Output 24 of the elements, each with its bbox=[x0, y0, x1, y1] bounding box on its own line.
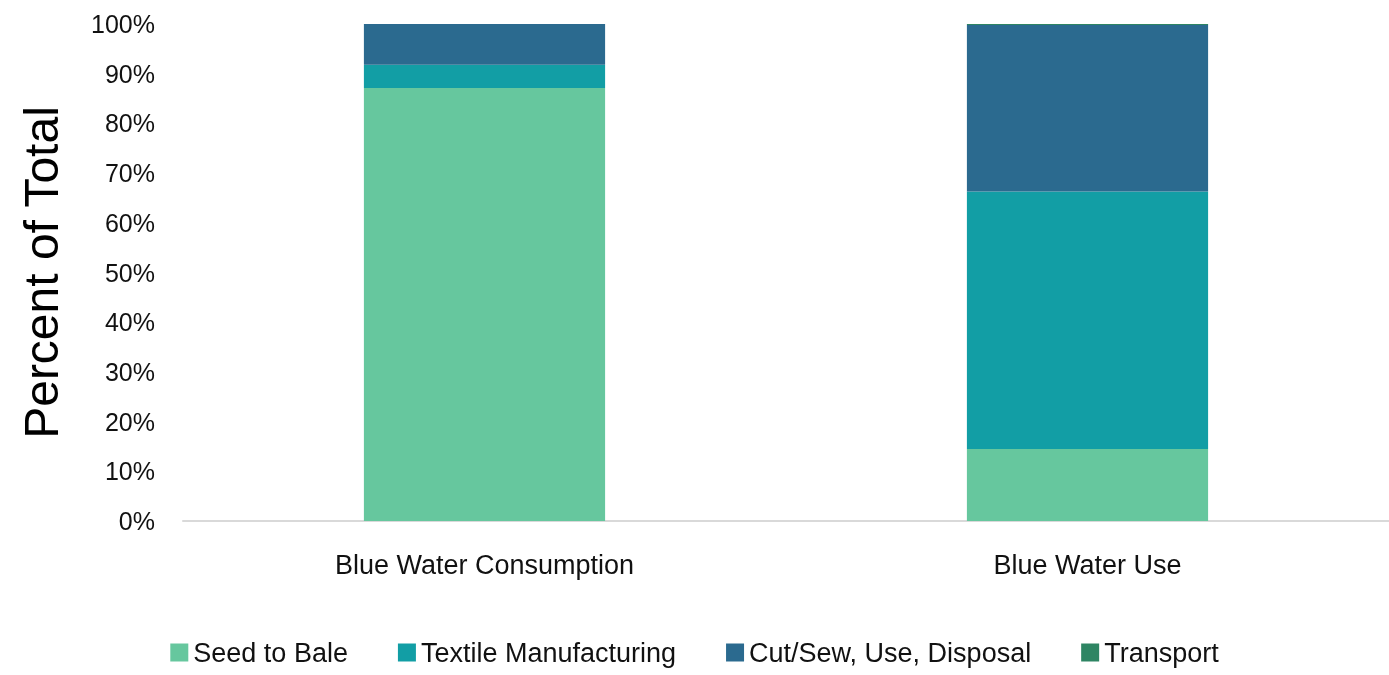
x-tick-label: Blue Water Consumption bbox=[334, 549, 635, 580]
bar bbox=[363, 24, 606, 65]
legend-label: Seed to Bale bbox=[193, 637, 348, 668]
bar bbox=[363, 64, 606, 89]
y-tick-label: 80% bbox=[104, 109, 155, 138]
y-tick-label: 10% bbox=[104, 457, 155, 486]
y-tick-label: 70% bbox=[104, 159, 155, 188]
bar bbox=[363, 88, 606, 521]
bar bbox=[966, 191, 1209, 449]
y-tick-label: 20% bbox=[104, 407, 155, 436]
y-tick-label: 100% bbox=[91, 10, 155, 38]
y-tick-label: 0% bbox=[118, 507, 155, 535]
x-tick-label: Blue Water Use bbox=[993, 549, 1182, 580]
y-tick-label: 40% bbox=[104, 308, 155, 337]
y-tick-label: 90% bbox=[104, 59, 155, 88]
legend-label: Cut/Sew, Use, Disposal bbox=[749, 637, 1032, 668]
legend-label: Transport bbox=[1104, 637, 1220, 668]
bar bbox=[966, 24, 1209, 192]
y-tick-label: 50% bbox=[104, 258, 155, 287]
y-axis-title: Percent of Total bbox=[14, 106, 68, 439]
y-tick-label: 30% bbox=[104, 357, 155, 386]
bar bbox=[966, 448, 1209, 521]
y-tick-label: 60% bbox=[104, 208, 155, 237]
legend-label: Textile Manufacturing bbox=[420, 637, 677, 668]
